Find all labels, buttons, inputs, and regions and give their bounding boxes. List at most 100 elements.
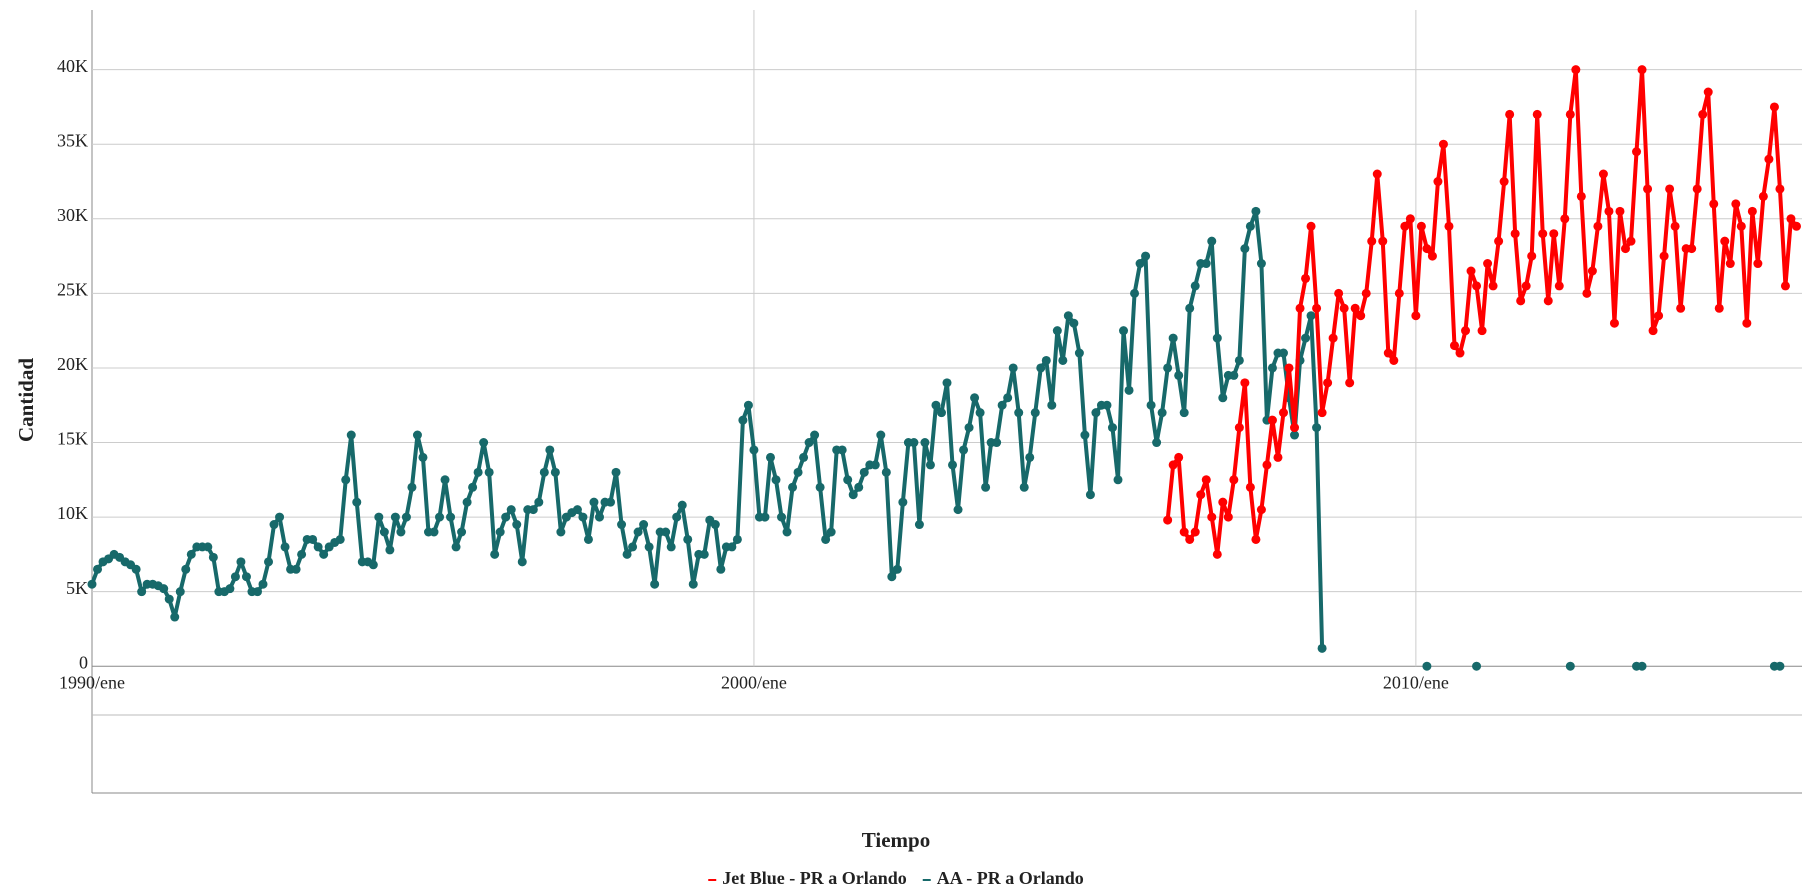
data-point	[1598, 169, 1608, 179]
data-point	[898, 497, 908, 507]
data-point	[1223, 512, 1233, 522]
data-point	[765, 452, 775, 462]
data-point	[1317, 643, 1327, 653]
data-point	[1389, 355, 1399, 365]
data-point	[1510, 229, 1520, 239]
data-point	[1394, 288, 1404, 298]
data-point	[170, 612, 180, 622]
data-point	[1527, 251, 1537, 261]
data-point	[826, 527, 836, 537]
data-point	[1626, 236, 1636, 246]
data-point	[1769, 102, 1779, 112]
legend-entry: Jet Blue - PR a Orlando	[722, 868, 907, 888]
data-point	[131, 564, 141, 574]
data-point	[578, 512, 588, 522]
data-point	[512, 520, 522, 530]
data-point	[451, 542, 461, 552]
data-point	[1312, 303, 1322, 313]
data-point	[230, 572, 240, 582]
data-point	[1080, 430, 1090, 440]
data-point	[1632, 147, 1642, 157]
y-tick-label: 25K	[57, 279, 88, 299]
data-point	[799, 452, 809, 462]
data-point	[208, 552, 218, 562]
data-point	[291, 564, 301, 574]
data-point	[942, 378, 952, 388]
data-point	[953, 505, 963, 515]
y-tick-label: 15K	[57, 429, 88, 449]
data-point	[688, 579, 698, 589]
data-point	[1301, 273, 1311, 283]
data-point	[462, 497, 472, 507]
data-point	[854, 482, 864, 492]
data-point	[1725, 259, 1735, 269]
data-point	[1190, 527, 1200, 537]
data-point	[203, 542, 213, 552]
data-point	[738, 415, 748, 425]
data-point	[1251, 206, 1261, 216]
data-point	[1698, 109, 1708, 119]
data-point	[611, 467, 621, 477]
data-point	[920, 438, 930, 448]
data-point	[1130, 288, 1140, 298]
data-point	[1119, 326, 1129, 336]
data-point	[457, 527, 467, 537]
data-point	[1179, 408, 1189, 418]
data-point	[1218, 497, 1228, 507]
data-point	[501, 512, 511, 522]
data-point	[534, 497, 544, 507]
data-point	[390, 512, 400, 522]
data-point	[175, 587, 185, 597]
data-point	[1124, 385, 1134, 395]
y-tick-label: 0	[79, 652, 88, 672]
data-point	[264, 557, 274, 567]
data-point	[1488, 281, 1498, 291]
data-point	[948, 460, 958, 470]
data-point	[1383, 348, 1393, 358]
data-point	[440, 475, 450, 485]
data-point	[1152, 438, 1162, 448]
data-point	[1554, 281, 1564, 291]
data-point	[1328, 333, 1338, 343]
y-tick-label: 35K	[57, 130, 88, 150]
data-point	[1731, 199, 1741, 209]
y-tick-label: 40K	[57, 56, 88, 76]
data-point	[1267, 363, 1277, 373]
data-point	[1637, 65, 1647, 75]
data-point	[280, 542, 290, 552]
data-point	[1141, 251, 1151, 261]
data-point	[1174, 452, 1184, 462]
x-tick-label: 2000/ene	[721, 672, 787, 692]
data-point	[1758, 191, 1768, 201]
data-point	[1207, 236, 1217, 246]
data-point	[959, 445, 969, 455]
data-point	[743, 400, 753, 410]
data-point	[1174, 370, 1184, 380]
data-point	[1041, 355, 1051, 365]
data-point	[964, 423, 974, 433]
data-point	[1405, 214, 1415, 224]
data-point	[368, 560, 378, 570]
data-point	[1345, 378, 1355, 388]
data-point	[788, 482, 798, 492]
data-point	[1791, 221, 1801, 231]
data-point	[1516, 296, 1526, 306]
data-point	[1135, 259, 1145, 269]
data-point	[517, 557, 527, 567]
data-point	[881, 467, 891, 477]
data-point	[479, 438, 489, 448]
data-point	[1438, 139, 1448, 149]
data-point	[1483, 259, 1493, 269]
data-point	[429, 527, 439, 537]
data-point	[1179, 527, 1189, 537]
data-point	[528, 505, 538, 515]
data-point	[1499, 177, 1509, 187]
data-point	[1620, 244, 1630, 254]
data-point	[1234, 423, 1244, 433]
data-point	[1212, 549, 1222, 559]
data-point	[1074, 348, 1084, 358]
data-point	[258, 579, 268, 589]
data-point	[1301, 333, 1311, 343]
data-point	[379, 527, 389, 537]
data-point	[870, 460, 880, 470]
